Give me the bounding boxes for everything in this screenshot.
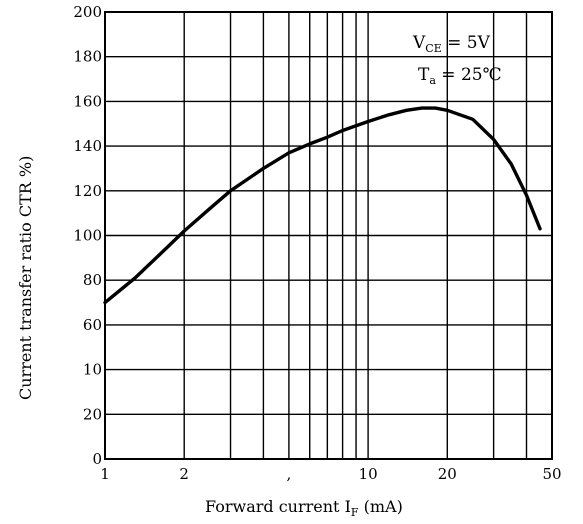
annotation-vce: VCE = 5V — [412, 33, 491, 55]
y-tick-label-160: 160 — [73, 92, 102, 110]
x-tick-label-2: 2 — [179, 465, 189, 483]
x-tick-label-1: 1 — [100, 465, 110, 483]
y-tick-label-180: 180 — [73, 48, 102, 66]
series-line — [103, 106, 542, 305]
annotation-box: VCE = 5V Ta = 25℃ — [412, 33, 502, 87]
plot-frame — [104, 11, 553, 460]
y-tick-label-20: 20 — [83, 405, 102, 423]
y-tick-label-200: 200 — [73, 3, 102, 21]
y-tick-label-0: 0 — [92, 450, 102, 468]
y-tick-label-100: 100 — [73, 227, 102, 245]
y-tick-labels: 0 20 10 60 80 100 120 140 160 180 200 — [73, 3, 102, 468]
x-tick-label-20: 20 — [438, 465, 457, 483]
x-tick-labels: 1 2, 10 20 50 — [100, 465, 561, 483]
y-tick-label-60: 60 — [83, 316, 102, 334]
x-tick-label-50: 50 — [542, 465, 561, 483]
y-tick-label-80: 80 — [83, 271, 102, 289]
x-tick-label-5: , — [287, 465, 292, 483]
annotation-ta: Ta = 25℃ — [418, 65, 502, 87]
y-tick-label-140: 140 — [73, 137, 102, 155]
y-axis-label: Current transfer ratio CTR %) — [16, 156, 35, 400]
y-tick-label-120: 120 — [73, 182, 102, 200]
x-tick-label-10: 10 — [359, 465, 378, 483]
x-axis-label: Forward current IF (mA) — [205, 497, 403, 519]
y-tick-label-40: 10 — [83, 361, 102, 379]
